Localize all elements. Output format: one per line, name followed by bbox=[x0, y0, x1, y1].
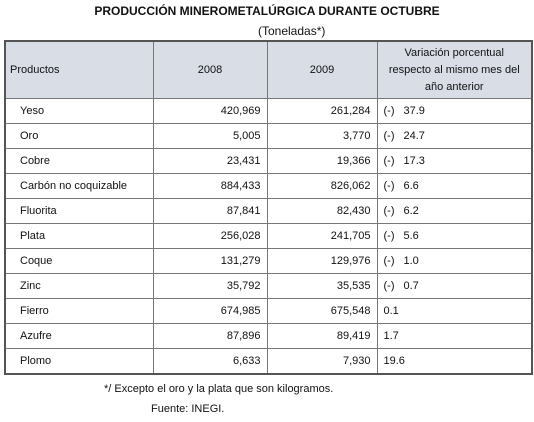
value-2009-cell: 675,548 bbox=[266, 298, 378, 324]
column-header: 2009 bbox=[266, 40, 378, 99]
change-sign: (-) bbox=[383, 230, 395, 242]
value-2009-cell: 261,284 bbox=[266, 98, 378, 124]
value-2009-cell: 19,366 bbox=[266, 148, 378, 174]
product-cell: Plata bbox=[4, 223, 154, 249]
value-2009-cell: 241,705 bbox=[266, 223, 378, 249]
value-2009-cell: 826,062 bbox=[266, 173, 378, 199]
value-2008-cell: 87,841 bbox=[152, 198, 268, 224]
change-cell: (-) 6.6 bbox=[376, 173, 533, 199]
change-cell: (-) 5.6 bbox=[376, 223, 533, 249]
change-sign: (-) bbox=[383, 280, 395, 292]
header-row: Productos 2008 2009 Variación porcentual re… bbox=[4, 40, 533, 99]
change-value: 6.2 bbox=[403, 205, 419, 217]
value-2009-cell: 35,535 bbox=[266, 273, 378, 299]
change-cell: 0.1 bbox=[376, 298, 533, 324]
change-sign: (-) bbox=[383, 130, 395, 142]
value-2008-cell: 884,433 bbox=[152, 173, 268, 199]
column-header: Variación porcentual respecto al mismo m… bbox=[376, 40, 533, 99]
product-cell: Azufre bbox=[4, 323, 154, 349]
change-value: 0.7 bbox=[403, 280, 419, 292]
value-2008-cell: 420,969 bbox=[152, 98, 268, 124]
change-sign: (-) bbox=[383, 255, 395, 267]
change-sign: (-) bbox=[383, 105, 395, 117]
change-value: 24.7 bbox=[403, 130, 425, 142]
column-header: 2008 bbox=[152, 40, 268, 99]
value-2008-cell: 131,279 bbox=[152, 248, 268, 274]
title: PRODUCCIÓN MINEROMETALÚRGICA DURANTE OCT… bbox=[94, 4, 440, 18]
product-cell: Cobre bbox=[4, 148, 154, 174]
table-row: Fierro 674,985 675,548 0.1 bbox=[4, 298, 533, 324]
product-cell: Fluorita bbox=[4, 198, 154, 224]
value-2009-cell: 82,430 bbox=[266, 198, 378, 224]
production-table: Productos 2008 2009 Variación porcentual re… bbox=[4, 40, 533, 375]
value-2008-cell: 256,028 bbox=[152, 223, 268, 249]
change-cell: (-) 37.9 bbox=[376, 98, 533, 124]
value-2008-cell: 23,431 bbox=[152, 148, 268, 174]
change-value: 6.6 bbox=[403, 180, 419, 192]
change-cell: 1.7 bbox=[376, 323, 533, 349]
change-sign: (-) bbox=[383, 180, 395, 192]
product-cell: Coque bbox=[4, 248, 154, 274]
subtitle: (Toneladas*) bbox=[258, 24, 326, 38]
change-value: 19.6 bbox=[383, 355, 405, 367]
value-2008-cell: 6,633 bbox=[152, 348, 268, 375]
table-row: Coque 131,279 129,976 (-) 1.0 bbox=[4, 248, 533, 274]
table-row: Azufre 87,896 89,419 1.7 bbox=[4, 323, 533, 349]
change-sign: (-) bbox=[383, 155, 395, 167]
value-2008-cell: 35,792 bbox=[152, 273, 268, 299]
table-row: Oro 5,005 3,770 (-) 24.7 bbox=[4, 123, 533, 149]
value-2009-cell: 3,770 bbox=[266, 123, 378, 149]
table-body: Yeso 420,969 261,284 (-) 37.9 Oro 5,005 3,770 (-… bbox=[4, 98, 533, 375]
value-2008-cell: 87,896 bbox=[152, 323, 268, 349]
change-cell: (-) 17.3 bbox=[376, 148, 533, 174]
footnote: */ Excepto el oro y la plata que son kil… bbox=[104, 383, 334, 395]
change-value: 1.0 bbox=[403, 255, 419, 267]
product-cell: Carbón no coquizable bbox=[4, 173, 154, 199]
table-row: Zinc 35,792 35,535 (-) 0.7 bbox=[4, 273, 533, 299]
table-row: Yeso 420,969 261,284 (-) 37.9 bbox=[4, 98, 533, 124]
change-value: 0.1 bbox=[383, 305, 399, 317]
product-cell: Fierro bbox=[4, 298, 154, 324]
value-2009-cell: 7,930 bbox=[266, 348, 378, 375]
change-cell: 19.6 bbox=[376, 348, 533, 375]
value-2008-cell: 5,005 bbox=[152, 123, 268, 149]
table-row: Carbón no coquizable 884,433 826,062 (-) 6.6 bbox=[4, 173, 533, 199]
change-value: 5.6 bbox=[403, 230, 419, 242]
product-cell: Plomo bbox=[4, 348, 154, 375]
change-cell: (-) 24.7 bbox=[376, 123, 533, 149]
table-row: Plomo 6,633 7,930 19.6 bbox=[4, 348, 533, 375]
product-cell: Zinc bbox=[4, 273, 154, 299]
change-value: 1.7 bbox=[383, 330, 399, 342]
product-cell: Oro bbox=[4, 123, 154, 149]
change-cell: (-) 6.2 bbox=[376, 198, 533, 224]
value-2009-cell: 89,419 bbox=[266, 323, 378, 349]
table-row: Cobre 23,431 19,366 (-) 17.3 bbox=[4, 148, 533, 174]
table-row: Fluorita 87,841 82,430 (-) 6.2 bbox=[4, 198, 533, 224]
change-cell: (-) 1.0 bbox=[376, 248, 533, 274]
product-cell: Yeso bbox=[4, 98, 154, 124]
value-2008-cell: 674,985 bbox=[152, 298, 268, 324]
column-header: Productos bbox=[4, 40, 154, 99]
change-value: 17.3 bbox=[403, 155, 425, 167]
source: Fuente: INEGI. bbox=[151, 403, 225, 415]
change-sign: (-) bbox=[383, 205, 395, 217]
change-value: 37.9 bbox=[403, 105, 425, 117]
table-row: Plata 256,028 241,705 (-) 5.6 bbox=[4, 223, 533, 249]
value-2009-cell: 129,976 bbox=[266, 248, 378, 274]
change-cell: (-) 0.7 bbox=[376, 273, 533, 299]
